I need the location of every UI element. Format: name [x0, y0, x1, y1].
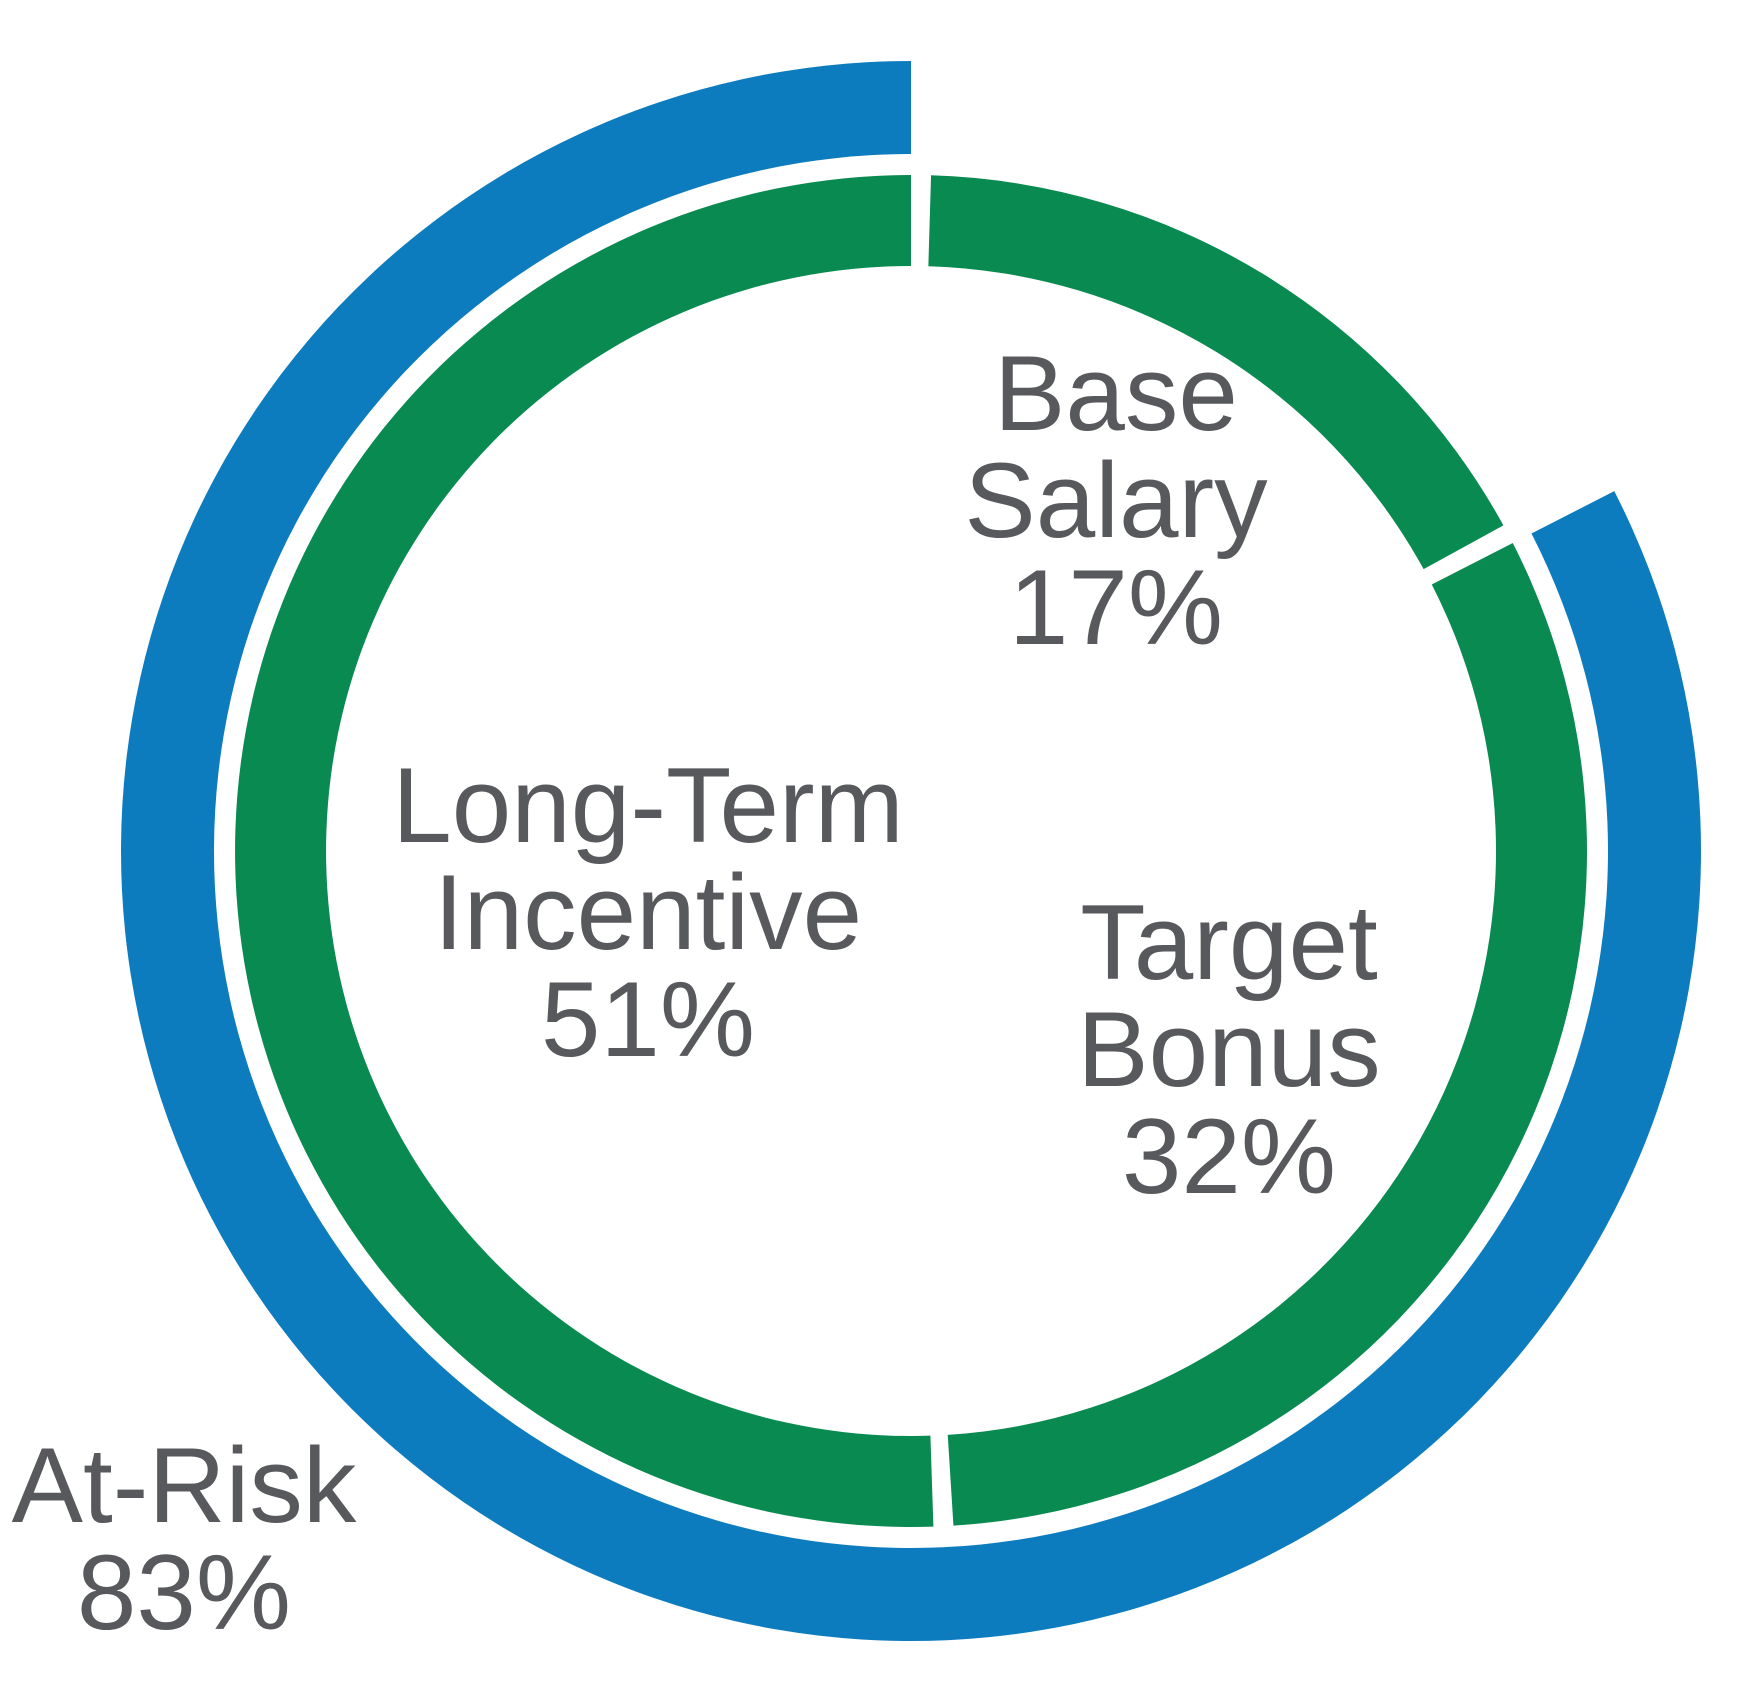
label-target-bonus: Target Bonus 32% — [1077, 889, 1380, 1210]
label-line: Salary — [964, 440, 1268, 560]
label-line: Bonus — [1077, 989, 1381, 1109]
label-value: 51% — [540, 959, 756, 1079]
label-line: Base — [994, 333, 1238, 453]
label-line: Long-Term — [392, 745, 904, 865]
ring-pay-components — [235, 175, 1587, 1527]
label-line: Incentive — [433, 852, 863, 972]
segment-base-salary — [928, 175, 1504, 570]
label-at-risk: At-Risk 83% — [12, 1432, 357, 1646]
label-value: 32% — [1121, 1096, 1337, 1216]
label-line: Target — [1080, 882, 1378, 1002]
label-base-salary: Base Salary 17% — [964, 340, 1267, 661]
label-long-term-incentive: Long-Term Incentive 51% — [392, 752, 903, 1073]
segment-at-risk — [121, 61, 1702, 1641]
label-line: At-Risk — [11, 1425, 357, 1545]
ring-at-risk — [121, 61, 1702, 1641]
segment-target-bonus — [947, 543, 1587, 1526]
label-value: 17% — [1008, 547, 1224, 667]
label-value: 83% — [76, 1532, 292, 1652]
segment-long-term-incentive — [235, 175, 934, 1527]
